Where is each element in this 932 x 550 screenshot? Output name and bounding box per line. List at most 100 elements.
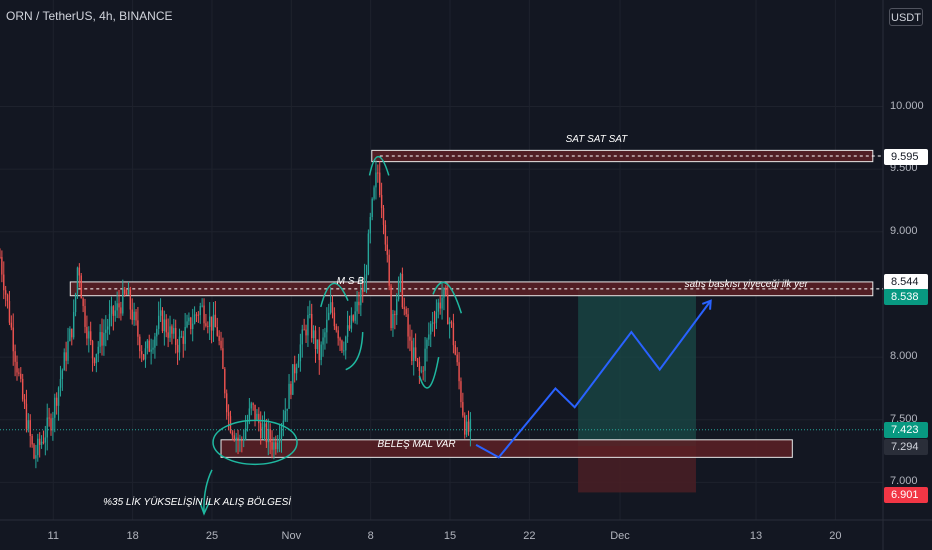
structure-arc bbox=[345, 332, 364, 371]
price-tag: 9.595 bbox=[884, 149, 928, 166]
candle-body bbox=[358, 301, 360, 306]
candle-body bbox=[263, 423, 266, 427]
candle-body bbox=[267, 428, 269, 443]
candle-body bbox=[129, 289, 132, 310]
candle-body bbox=[184, 326, 186, 344]
chart-title: ORN / TetherUS, 4h, BINANCE bbox=[6, 9, 173, 23]
candle-body bbox=[318, 339, 320, 361]
candle-body bbox=[37, 438, 39, 456]
buy-zone-arrowhead bbox=[198, 500, 211, 516]
candle-body bbox=[95, 354, 98, 364]
candle-body bbox=[290, 383, 292, 395]
candle-body bbox=[348, 325, 351, 329]
candle-body bbox=[309, 313, 311, 315]
candle-body bbox=[360, 290, 362, 306]
candle-body bbox=[244, 428, 247, 440]
time-tick: 11 bbox=[47, 530, 59, 542]
candle-body bbox=[12, 327, 14, 352]
candle-body bbox=[139, 336, 141, 352]
msb-arc bbox=[320, 282, 349, 308]
candle-body bbox=[101, 332, 103, 346]
candle-body bbox=[386, 244, 388, 255]
time-tick: Dec bbox=[610, 530, 630, 542]
candle-body bbox=[439, 302, 441, 309]
candle-body bbox=[397, 279, 400, 300]
overlay bbox=[198, 155, 712, 516]
candle-body bbox=[326, 319, 328, 333]
time-tick: 8 bbox=[367, 530, 374, 542]
candle-body bbox=[178, 336, 181, 353]
candle-body bbox=[55, 397, 58, 406]
currency-button[interactable]: USDT bbox=[889, 8, 923, 26]
candle-body bbox=[120, 307, 122, 314]
price-tag: 8.544 bbox=[884, 273, 928, 290]
candle-body bbox=[212, 314, 215, 331]
candle-body bbox=[78, 267, 81, 276]
candle-body bbox=[227, 412, 230, 417]
candle-body bbox=[205, 323, 207, 326]
candle-body bbox=[207, 325, 209, 327]
candle-body bbox=[31, 436, 33, 445]
candles bbox=[0, 160, 472, 469]
price-tag: 8.538 bbox=[884, 288, 928, 305]
candle-body bbox=[465, 421, 468, 435]
candle-body bbox=[137, 320, 139, 337]
candle-body bbox=[76, 267, 79, 294]
candle-body bbox=[303, 329, 305, 331]
candle-body bbox=[450, 321, 453, 324]
candle-body bbox=[405, 308, 407, 315]
candle-body bbox=[237, 437, 239, 441]
candle-body bbox=[150, 349, 152, 352]
candle-body bbox=[163, 319, 166, 332]
candle-body bbox=[176, 344, 179, 353]
candle-body bbox=[282, 420, 285, 427]
candle-body bbox=[50, 418, 52, 431]
candle-body bbox=[142, 354, 145, 360]
candle-body bbox=[420, 370, 422, 372]
candle-body bbox=[182, 336, 184, 344]
candle-body bbox=[380, 194, 383, 209]
candle-body bbox=[407, 314, 409, 337]
candle-body bbox=[27, 420, 30, 429]
candle-body bbox=[431, 322, 434, 324]
candle-body bbox=[365, 274, 368, 279]
candle-body bbox=[454, 345, 456, 355]
candle-body bbox=[35, 455, 37, 459]
candle-body bbox=[445, 287, 447, 295]
candle-body bbox=[261, 426, 264, 439]
candle-body bbox=[443, 287, 445, 298]
candle-body bbox=[337, 330, 339, 339]
candle-body bbox=[345, 336, 347, 351]
candle-body bbox=[105, 329, 107, 333]
candle-body bbox=[243, 439, 245, 441]
candle-body bbox=[447, 294, 449, 325]
candle-body bbox=[448, 321, 451, 325]
candle-body bbox=[224, 368, 226, 394]
candle-body bbox=[99, 332, 101, 347]
candle-body bbox=[371, 198, 373, 218]
candle-body bbox=[403, 307, 405, 309]
target-zone bbox=[578, 289, 696, 447]
candle-body bbox=[82, 298, 84, 307]
candle-body bbox=[284, 410, 286, 421]
candle-body bbox=[171, 326, 173, 334]
candle-body bbox=[125, 293, 128, 295]
candle-body bbox=[91, 341, 94, 359]
candle-body bbox=[161, 310, 164, 332]
candle-body bbox=[271, 442, 273, 450]
candle-body bbox=[456, 354, 458, 363]
candle-body bbox=[328, 312, 330, 320]
candle-body bbox=[146, 340, 149, 349]
candle-body bbox=[127, 289, 130, 295]
candle-body bbox=[191, 323, 194, 330]
candle-body bbox=[222, 348, 224, 369]
candle-body bbox=[203, 305, 205, 324]
time-tick: 25 bbox=[205, 530, 219, 542]
candle-body bbox=[86, 326, 88, 339]
top-arc bbox=[368, 155, 390, 176]
candle-body bbox=[265, 423, 268, 443]
candle-body bbox=[467, 421, 470, 432]
candle-body bbox=[418, 361, 421, 371]
hs-arc bbox=[418, 356, 440, 389]
